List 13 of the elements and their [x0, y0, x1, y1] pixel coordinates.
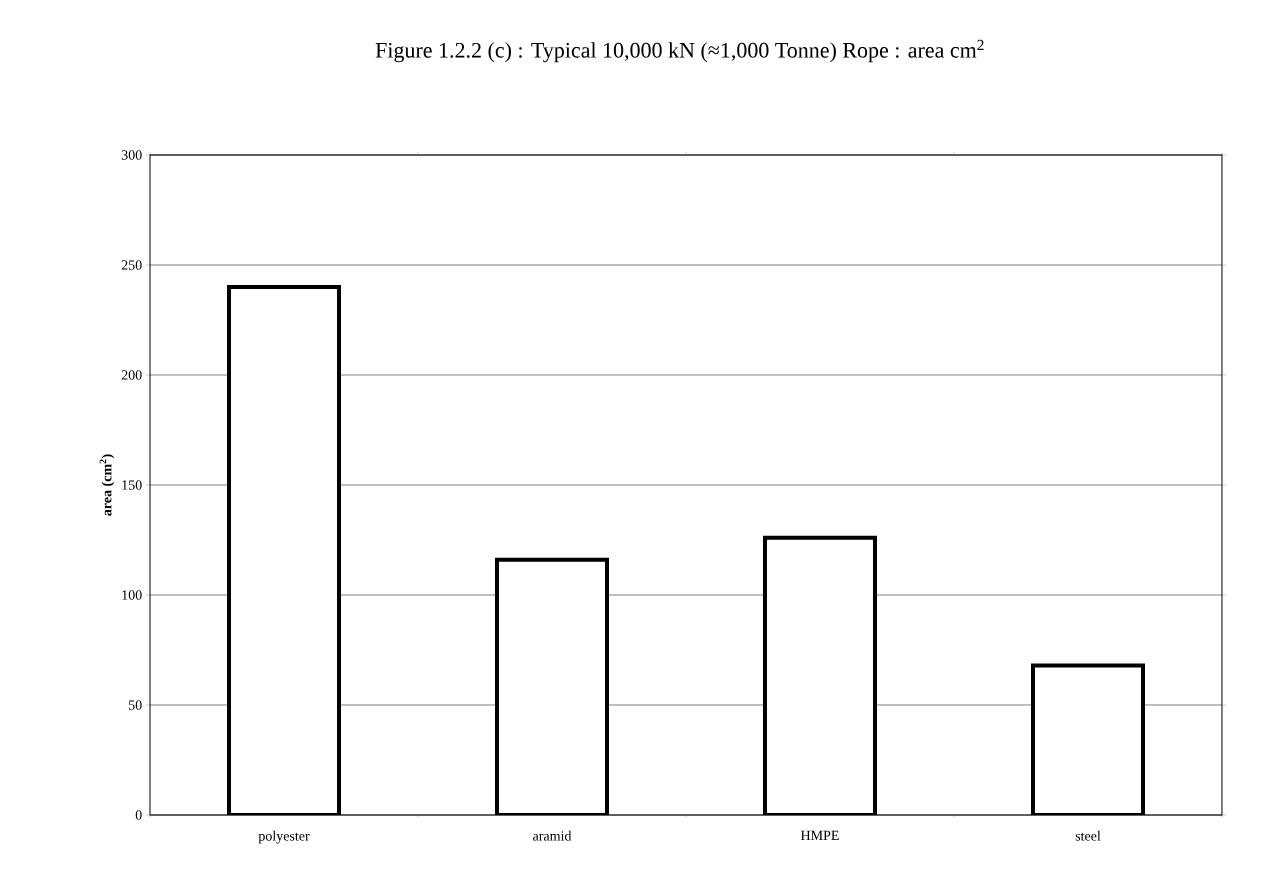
x-tick-label: aramid [533, 830, 572, 841]
y-tick-label: 250 [121, 260, 142, 270]
y-tick-label: 100 [122, 590, 142, 600]
y-tick-label: 0 [135, 810, 142, 820]
y-tick-label: 300 [121, 150, 142, 160]
x-tick-label: HMPE [800, 830, 839, 840]
chart-title: Figure 1.2.2 (c) : Typical 10,000 kN (≈1,000 Tonne) Rope : area cm$^{2}$ [375, 39, 984, 63]
x-tick-label: steel [1075, 830, 1101, 841]
y-axis-title: area (cm$^{2}$) [99, 454, 115, 516]
y-tick-label: 50 [129, 700, 142, 710]
y-tick-label: 150 [122, 480, 142, 490]
x-tick-label: polyester [258, 830, 310, 844]
y-tick-label: 200 [121, 370, 142, 380]
